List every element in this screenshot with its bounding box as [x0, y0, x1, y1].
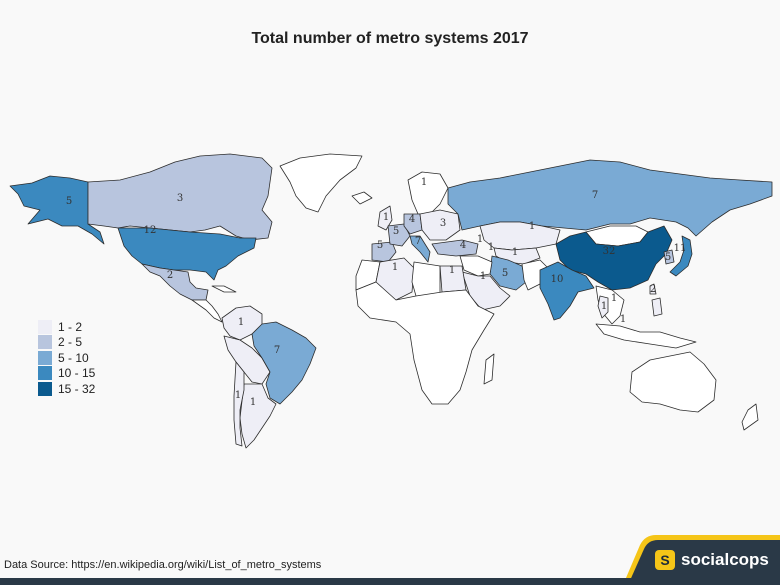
country-indonesia[interactable]: [595, 323, 697, 349]
country-greenland[interactable]: [279, 153, 363, 213]
legend-label: 2 - 5: [58, 335, 83, 350]
country-japan[interactable]: [669, 235, 693, 277]
footer-baseline: [0, 578, 780, 585]
legend-label: 15 - 32: [58, 381, 96, 396]
label-russia: 7: [592, 190, 598, 201]
label-georgia: 1: [477, 234, 483, 245]
country-italy[interactable]: [409, 235, 431, 263]
country-india[interactable]: [539, 261, 595, 321]
label-uzbekistan: 1: [512, 247, 518, 258]
chart-title: Total number of metro systems 2017: [251, 30, 529, 47]
label-italy: 7: [415, 236, 421, 247]
label-iran: 5: [502, 268, 508, 279]
label-philippines: 1: [620, 314, 626, 325]
label-egypt: 1: [449, 265, 455, 276]
legend-item: 5 - 10: [38, 350, 95, 366]
map-value-labels: 5 3 12 2 7 1 1 1 7 1 1 32 11 5 2 10 5 1 …: [66, 177, 687, 408]
country-france[interactable]: [387, 223, 411, 247]
country-brazil[interactable]: [251, 321, 317, 405]
country-new-zealand[interactable]: [741, 403, 759, 431]
country-taiwan[interactable]: [649, 283, 657, 295]
label-spain: 5: [377, 240, 383, 251]
legend-swatch: [38, 335, 52, 350]
label-belarus: 1: [421, 177, 427, 188]
label-ukraine: 3: [440, 218, 446, 229]
legend-item: 15 - 32: [38, 381, 95, 397]
country-middle-east[interactable]: [459, 255, 493, 277]
brand-mark-icon: S: [655, 550, 675, 570]
country-thailand[interactable]: [597, 295, 609, 319]
country-spain[interactable]: [371, 241, 397, 263]
label-canada: 3: [177, 193, 183, 204]
country-uk[interactable]: [377, 205, 393, 231]
brand-logo[interactable]: S socialcops: [655, 550, 769, 570]
country-turkey[interactable]: [431, 239, 479, 257]
label-usa: 12: [144, 225, 157, 236]
label-chile: 1: [235, 390, 241, 401]
countries-layer: [9, 153, 773, 449]
legend-swatch: [38, 350, 52, 365]
legend-label: 1 - 2: [58, 319, 83, 334]
legend-swatch: [38, 381, 52, 396]
country-mexico[interactable]: [141, 263, 209, 301]
legend-label: 10 - 15: [58, 366, 96, 381]
label-india: 10: [551, 274, 564, 285]
brand-name: socialcops: [681, 550, 769, 569]
legend-item: 2 - 5: [38, 335, 95, 351]
label-kazakhstan: 1: [529, 221, 535, 232]
country-libya[interactable]: [411, 261, 441, 297]
country-central-america[interactable]: [191, 299, 223, 323]
country-philippines[interactable]: [651, 297, 663, 317]
label-mexico: 2: [167, 270, 173, 281]
country-madagascar[interactable]: [483, 353, 495, 385]
label-saudi: 1: [480, 271, 486, 282]
label-thailand: 1: [601, 301, 607, 312]
label-venezuela: 1: [238, 317, 244, 328]
label-azerbaijan: 1: [488, 242, 494, 253]
label-japan: 11: [674, 243, 687, 254]
country-eastern-europe[interactable]: [419, 209, 461, 241]
label-brazil: 7: [274, 345, 280, 356]
legend-item: 10 - 15: [38, 366, 95, 382]
country-korea[interactable]: [663, 249, 675, 265]
country-sub-saharan-africa[interactable]: [355, 281, 495, 405]
country-cuba[interactable]: [211, 285, 237, 293]
data-source: Data Source: https://en.wikipedia.org/wi…: [4, 559, 322, 571]
label-argentina: 1: [250, 397, 256, 408]
legend-item: 1 - 2: [38, 319, 95, 335]
legend-label: 5 - 10: [58, 350, 89, 365]
legend-swatch: [38, 319, 52, 334]
label-taiwan: 2: [650, 284, 656, 295]
country-argentina[interactable]: [239, 383, 277, 449]
country-iran[interactable]: [489, 255, 527, 291]
country-australia[interactable]: [629, 351, 717, 413]
country-canada[interactable]: [87, 153, 273, 241]
label-algeria: 1: [392, 262, 398, 273]
label-germany: 4: [409, 214, 415, 225]
label-turkey: 4: [460, 240, 466, 251]
country-germany[interactable]: [403, 213, 423, 235]
label-uk: 1: [383, 212, 389, 223]
legend-swatch: [38, 366, 52, 381]
label-alaska: 5: [66, 196, 72, 207]
country-scandinavia[interactable]: [407, 171, 449, 215]
label-korea: 5: [665, 252, 671, 263]
country-iceland[interactable]: [351, 191, 373, 205]
label-france: 5: [393, 226, 399, 237]
label-china: 32: [603, 246, 616, 257]
country-alaska[interactable]: [9, 175, 105, 245]
country-chile[interactable]: [233, 361, 245, 447]
label-vietnam: 1: [611, 293, 617, 304]
